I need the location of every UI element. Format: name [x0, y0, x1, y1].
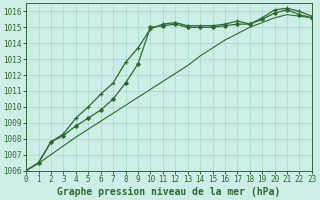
X-axis label: Graphe pression niveau de la mer (hPa): Graphe pression niveau de la mer (hPa) [57, 186, 281, 197]
